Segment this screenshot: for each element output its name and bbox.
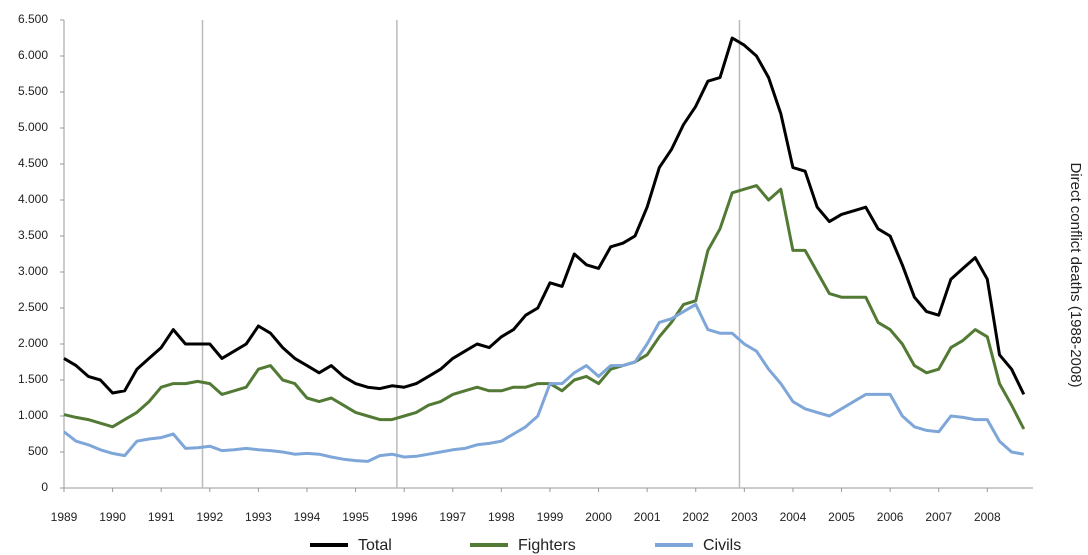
line-series bbox=[63, 302, 1025, 463]
x-tick-label: 2007 bbox=[925, 510, 952, 524]
y-tick-label: 2.000 bbox=[18, 336, 48, 350]
y-tick-label: 500 bbox=[28, 444, 48, 458]
y-tick-label: 4.500 bbox=[18, 156, 48, 170]
y-tick-label: 4.000 bbox=[18, 192, 48, 206]
x-tick-label: 1997 bbox=[439, 510, 466, 524]
y-tick-label: 1.500 bbox=[18, 372, 48, 386]
y-axis-label: Direct conflict deaths (1988-2008) bbox=[1067, 162, 1084, 387]
x-tick-label: 1990 bbox=[99, 510, 126, 524]
legend-label: Fighters bbox=[518, 537, 576, 554]
x-tick-label: 2002 bbox=[682, 510, 709, 524]
x-tick-label: 1993 bbox=[245, 510, 272, 524]
y-tick-label: 6.000 bbox=[18, 48, 48, 62]
y-tick-label: 3.500 bbox=[18, 228, 48, 242]
x-tick-label: 1994 bbox=[294, 510, 321, 524]
x-tick-label: 1992 bbox=[196, 510, 223, 524]
x-tick-label: 1996 bbox=[391, 510, 418, 524]
y-tick-label: 6.500 bbox=[18, 12, 48, 26]
x-tick-label: 1998 bbox=[488, 510, 515, 524]
x-tick-label: 2001 bbox=[634, 510, 661, 524]
y-tick-label: 1.000 bbox=[18, 408, 48, 422]
legend-label: Civils bbox=[703, 537, 741, 554]
x-tick-label: 1989 bbox=[51, 510, 78, 524]
x-tick-label: 1999 bbox=[537, 510, 564, 524]
x-tick-label: 2005 bbox=[828, 510, 855, 524]
line-series bbox=[63, 184, 1026, 430]
x-tick-label: 2004 bbox=[780, 510, 807, 524]
x-tick-label: 1991 bbox=[148, 510, 175, 524]
y-tick-label: 2.500 bbox=[18, 300, 48, 314]
y-tick-label: 0 bbox=[41, 480, 48, 494]
x-tick-label: 2008 bbox=[974, 510, 1001, 524]
y-tick-label: 5.000 bbox=[18, 120, 48, 134]
legend-label: Total bbox=[358, 537, 392, 554]
y-tick-label: 5.500 bbox=[18, 84, 48, 98]
y-tick-label: 3.000 bbox=[18, 264, 48, 278]
x-tick-label: 2003 bbox=[731, 510, 758, 524]
x-tick-label: 2000 bbox=[585, 510, 612, 524]
x-tick-label: 1995 bbox=[342, 510, 369, 524]
line-series bbox=[63, 36, 1026, 396]
x-tick-label: 2006 bbox=[877, 510, 904, 524]
